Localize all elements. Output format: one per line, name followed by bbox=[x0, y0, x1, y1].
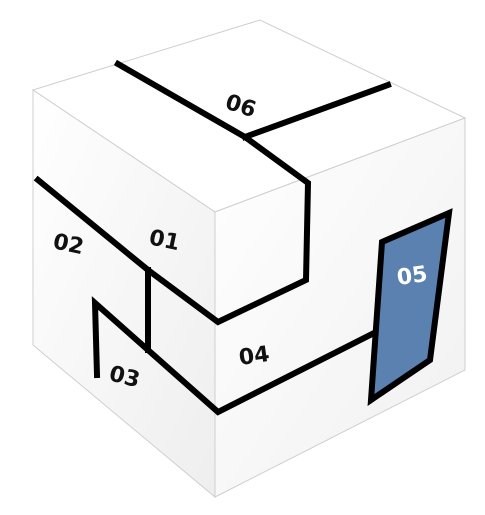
piece-05-highlight bbox=[367, 208, 453, 406]
piece-label-01: 01 bbox=[147, 225, 182, 256]
piece-label-02: 02 bbox=[51, 229, 86, 260]
piece-label-04: 04 bbox=[237, 342, 271, 371]
divider-06-right bbox=[241, 81, 392, 141]
piece-label-05: 05 bbox=[395, 262, 429, 291]
piece-dividers bbox=[33, 59, 392, 416]
cube-right-face bbox=[214, 117, 466, 498]
